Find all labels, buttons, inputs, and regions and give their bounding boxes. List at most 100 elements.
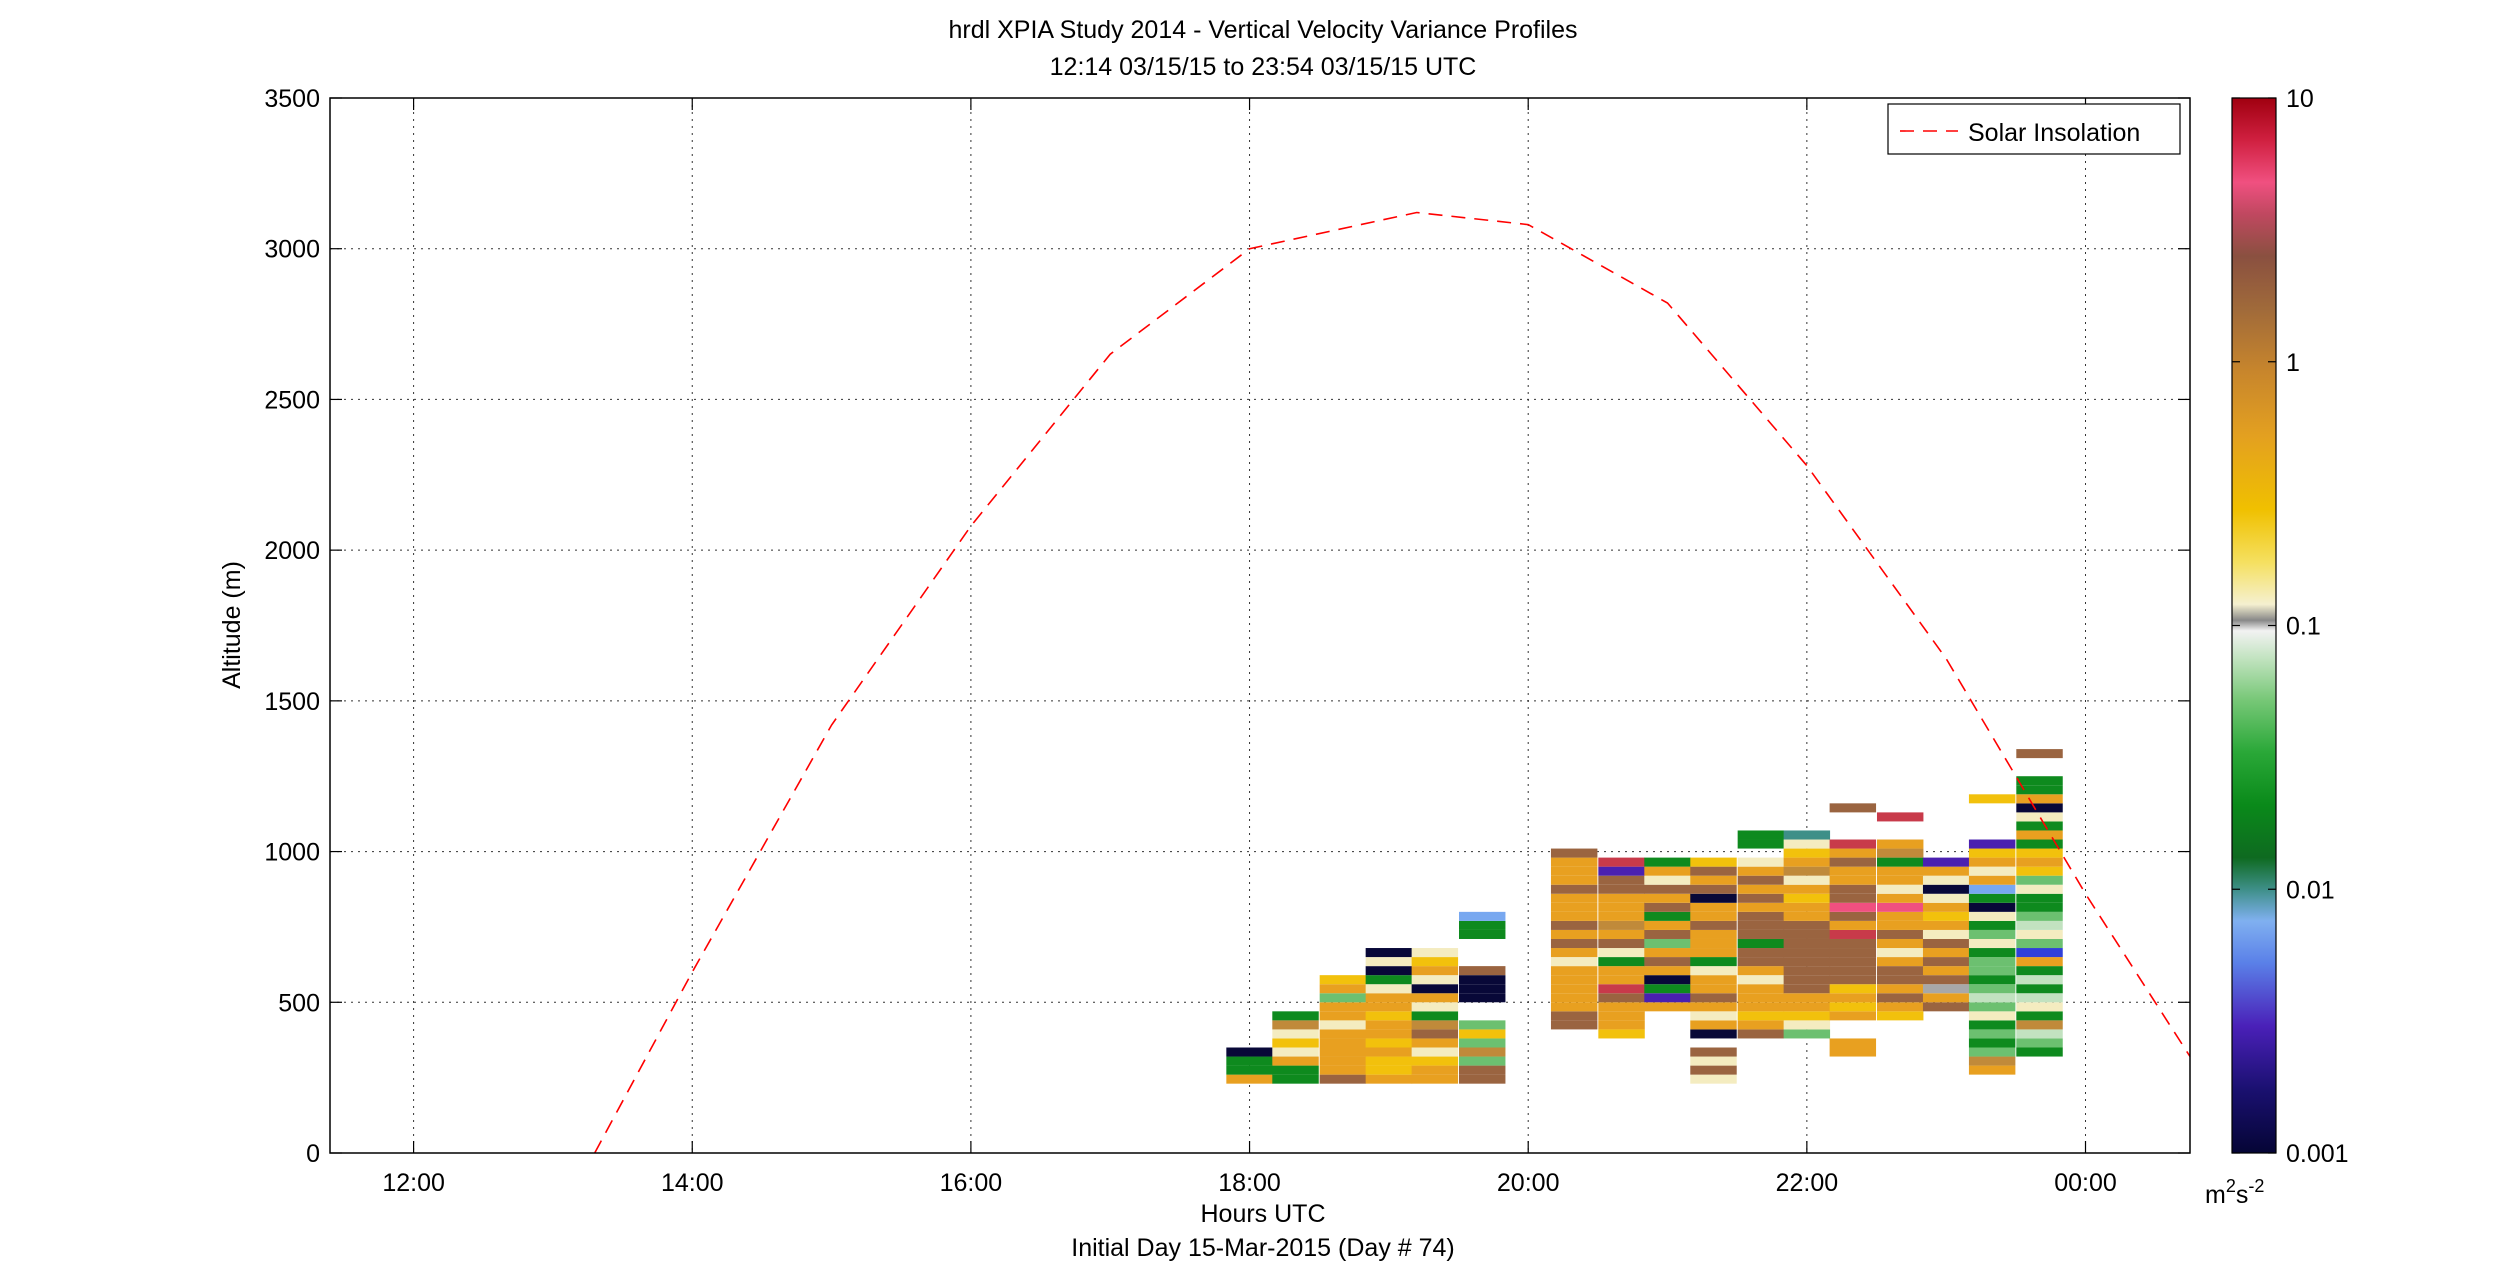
variance-cell [1365,993,1413,1003]
y-tick-label: 0 [306,1140,320,1168]
variance-cell [1319,984,1367,994]
variance-cell [1411,975,1459,985]
variance-cell [1922,948,1970,958]
variance-cell [2016,1047,2063,1057]
variance-cell [1365,1065,1413,1075]
variance-profile-cells [1226,749,2063,1084]
colorbar-ticks: 0.001 0.01 0.1 1 10 [2232,85,2349,1168]
variance-cell [1737,911,1785,921]
variance-cell [2016,993,2063,1003]
variance-cell [1922,984,1970,994]
variance-cell [1783,984,1831,994]
variance-cell [2016,1011,2063,1021]
legend-label-solar-insolation: Solar Insolation [1968,119,2140,147]
variance-cell [1968,984,2016,994]
variance-cell [2016,957,2063,967]
variance-cell [1968,993,2016,1003]
variance-cell [1411,1047,1459,1057]
variance-cell [2016,848,2063,858]
variance-cell [1829,1002,1877,1012]
variance-cell [1550,1020,1598,1030]
x-tick-label: 16:00 [940,1169,1003,1197]
variance-cell [2016,948,2063,958]
variance-cell [1550,848,1598,858]
variance-cell [1598,957,1645,967]
variance-cell [1365,1029,1413,1039]
variance-cell [1411,1074,1459,1084]
variance-cell [1644,938,1691,949]
variance-cell [1922,857,1970,867]
variance-cell [1550,857,1598,867]
variance-cell [2016,893,2063,903]
variance-cell [1922,893,1970,903]
variance-cell [1968,1038,2016,1048]
variance-cell [1644,984,1691,994]
x-tick-label: 14:00 [661,1169,724,1197]
variance-cell [1226,1065,1273,1075]
variance-cell [1690,875,1737,885]
variance-cell [1737,957,1785,967]
variance-cell [1922,929,1970,939]
variance-cell [1550,966,1598,976]
variance-cell [1968,975,2016,985]
variance-cell [2016,875,2063,885]
variance-cell [1411,1038,1459,1048]
variance-cell [2016,776,2063,786]
variance-cell [1319,1002,1367,1012]
variance-cell [1783,1002,1831,1012]
variance-cell [1829,938,1877,949]
variance-cell [1829,966,1877,976]
variance-cell [1829,857,1877,867]
variance-cell [1829,929,1877,939]
variance-cell [1783,830,1831,840]
variance-cell [1829,1011,1877,1021]
variance-cell [1968,902,2016,912]
variance-cell [1783,1020,1831,1030]
variance-cell [1319,1065,1367,1075]
variance-cell [1690,966,1737,976]
variance-cell [1550,902,1598,912]
variance-cell [1550,984,1598,994]
variance-cell [1550,911,1598,921]
variance-cell [1550,866,1598,876]
variance-cell [1829,1038,1877,1048]
variance-cell [1968,929,2016,939]
variance-cell [1783,857,1831,867]
variance-cell [1459,1047,1506,1057]
variance-cell [1365,984,1413,994]
variance-cell [1365,1047,1413,1057]
x-axis-sublabel: Initial Day 15-Mar-2015 (Day # 74) [1071,1234,1455,1262]
variance-cell [1922,957,1970,967]
variance-cell [1737,1020,1785,1030]
variance-cell [1459,1038,1506,1048]
variance-cell [1968,1002,2016,1012]
variance-cell [1319,1056,1367,1066]
variance-cell [1598,1029,1645,1039]
variance-cell [1968,857,2016,867]
variance-cell [1829,866,1877,876]
variance-cell [1783,875,1831,885]
variance-cell [1968,966,2016,976]
variance-cell [1644,975,1691,985]
variance-cell [1598,884,1645,894]
y-tick-label: 500 [278,989,320,1017]
variance-cell [1598,993,1645,1003]
variance-cell [1365,975,1413,985]
variance-cell [1598,866,1645,876]
variance-cell [1922,875,1970,885]
variance-cell [1272,1074,1319,1084]
variance-cell [1922,1002,1970,1012]
variance-cell [1690,884,1737,894]
variance-cell [2016,975,2063,985]
variance-cell [1319,993,1367,1003]
variance-cell [1829,948,1877,958]
variance-cell [1783,839,1831,849]
variance-cell [1876,1011,1924,1021]
variance-cell [1968,884,2016,894]
variance-cell [1459,1020,1506,1030]
variance-cell [2016,920,2063,930]
variance-cell [1737,1002,1785,1012]
variance-cell [1968,938,2016,949]
variance-cell [1365,1038,1413,1048]
variance-cell [1737,1029,1785,1039]
